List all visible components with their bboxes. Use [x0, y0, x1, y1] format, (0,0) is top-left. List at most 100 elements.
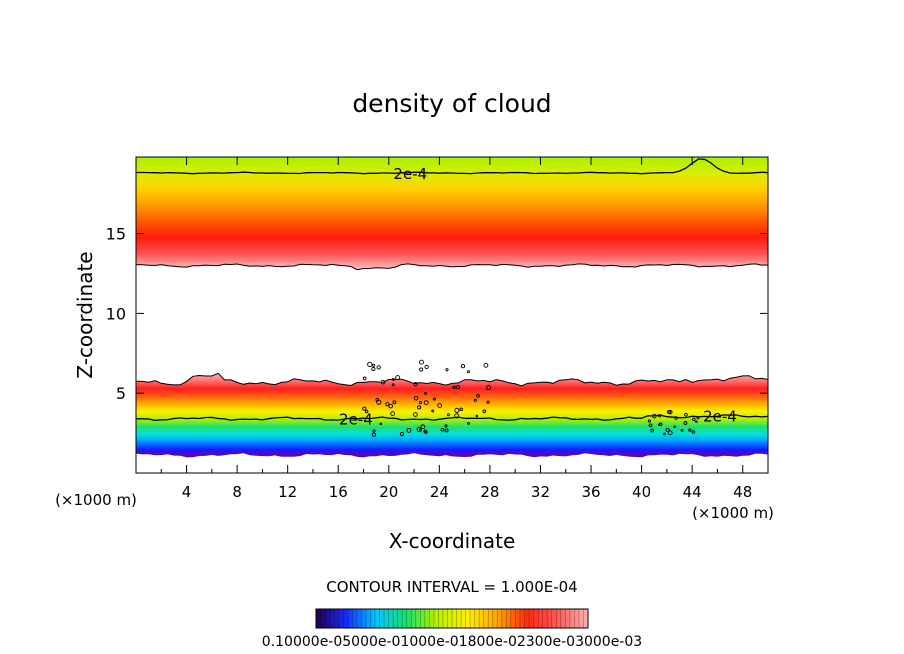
- speckle-mark: [418, 400, 423, 405]
- speckle-mark: [667, 430, 673, 436]
- speckle-mark: [467, 370, 470, 374]
- contour-line-upper: [136, 158, 768, 175]
- y-tick-label: 10: [106, 304, 126, 323]
- x-tick-label: 28: [480, 483, 499, 501]
- speckle-mark: [486, 400, 490, 404]
- x-axis-label: X-coordinate: [389, 529, 516, 553]
- speckle-mark: [413, 395, 419, 401]
- speckle-mark: [665, 427, 670, 433]
- plot-content: [136, 157, 768, 458]
- speckle-mark: [392, 400, 397, 405]
- speckle-mark: [444, 424, 448, 428]
- speckle-mark: [424, 391, 427, 395]
- speckle-mark: [454, 413, 460, 419]
- speckle-mark: [673, 425, 676, 428]
- x-tick-label: 44: [683, 483, 702, 501]
- speckle-mark: [391, 383, 395, 387]
- speckle-mark: [423, 429, 427, 434]
- speckle-mark: [680, 428, 684, 432]
- speckle-mark: [657, 423, 661, 426]
- x-tick-label: 12: [278, 483, 297, 501]
- speckle-mark: [652, 413, 657, 419]
- speckle-mark: [692, 417, 696, 422]
- speckle-mark: [683, 421, 688, 425]
- contour-line-lower: [136, 414, 768, 422]
- speckle-mark: [423, 400, 429, 406]
- contour-label: 2e-4: [703, 408, 737, 426]
- upper-band-boundary-line: [136, 263, 768, 271]
- contour-speckles: [362, 359, 700, 437]
- chart-title: density of cloud: [352, 89, 551, 118]
- speckle-mark: [431, 409, 435, 413]
- y-tick-label: 15: [106, 225, 126, 244]
- speckle-mark: [406, 427, 412, 433]
- speckle-mark: [419, 367, 424, 372]
- speckle-mark: [455, 385, 461, 390]
- x-unit-label-right: (×1000 m): [692, 504, 774, 522]
- speckle-mark: [674, 416, 678, 420]
- speckle-mark: [473, 398, 477, 402]
- y-axis-ticks: 5 10 15: [106, 225, 768, 403]
- upper-cloud-band: [136, 157, 768, 270]
- speckle-mark: [663, 432, 666, 436]
- speckle-mark: [658, 422, 663, 427]
- speckle-mark: [420, 424, 426, 430]
- speckle-mark: [367, 361, 373, 368]
- speckle-mark: [399, 431, 404, 437]
- contour-labels: 2e-4 2e-4 2e-4: [339, 165, 737, 429]
- contour-label: 2e-4: [339, 411, 373, 429]
- speckle-mark: [446, 413, 450, 417]
- speckle-mark: [691, 430, 696, 434]
- contour-label: 2e-4: [393, 165, 427, 183]
- speckle-mark: [395, 375, 401, 381]
- x-tick-label: 48: [733, 483, 752, 501]
- speckle-mark: [688, 428, 692, 432]
- speckle-mark: [650, 428, 655, 433]
- speckle-mark: [467, 422, 470, 425]
- speckle-mark: [379, 422, 383, 425]
- x-unit-label-left: (×1000 m): [55, 491, 137, 509]
- speckle-mark: [459, 407, 463, 412]
- speckle-mark: [648, 423, 653, 428]
- speckle-mark: [476, 393, 480, 398]
- speckle-mark: [668, 410, 673, 415]
- speckle-mark: [483, 362, 489, 368]
- speckle-mark: [460, 364, 466, 369]
- speckle-mark: [658, 414, 662, 418]
- y-tick-label: 5: [116, 384, 126, 403]
- speckle-mark: [372, 363, 376, 367]
- colorbar-frame: [315, 608, 589, 629]
- speckle-mark: [376, 365, 381, 370]
- speckle-mark: [413, 381, 418, 387]
- speckle-mark: [416, 426, 422, 433]
- speckle-mark: [437, 403, 443, 408]
- speckle-mark: [667, 409, 671, 414]
- speckle-mark: [362, 376, 367, 381]
- speckle-mark: [486, 385, 492, 391]
- x-tick-label: 36: [581, 483, 600, 501]
- speckle-mark: [424, 364, 429, 370]
- x-tick-label: 32: [531, 483, 550, 501]
- colorbar-stripes: [320, 609, 584, 628]
- speckle-mark: [391, 377, 395, 381]
- speckle-mark: [388, 403, 393, 409]
- speckle-mark: [380, 379, 386, 385]
- contour-interval-text: CONTOUR INTERVAL = 1.000E-04: [326, 578, 577, 596]
- colorbar-labels: 0.10000e-05000e-01000e-01800e-02300e-030…: [262, 634, 642, 650]
- speckle-mark: [696, 416, 700, 420]
- speckle-mark: [647, 419, 651, 423]
- speckle-mark: [417, 405, 422, 410]
- speckle-mark: [371, 366, 376, 372]
- speckle-mark: [475, 414, 479, 418]
- speckle-mark: [482, 409, 487, 414]
- x-tick-label: 24: [430, 483, 449, 501]
- x-tick-label: 4: [182, 483, 192, 501]
- y-axis-label: Z-coordinate: [73, 251, 97, 378]
- speckle-mark: [390, 411, 395, 416]
- x-tick-label: 20: [379, 483, 398, 501]
- speckle-mark: [375, 397, 380, 402]
- speckle-mark: [419, 359, 424, 365]
- speckle-mark: [385, 402, 390, 407]
- plot-frame: [135, 156, 769, 474]
